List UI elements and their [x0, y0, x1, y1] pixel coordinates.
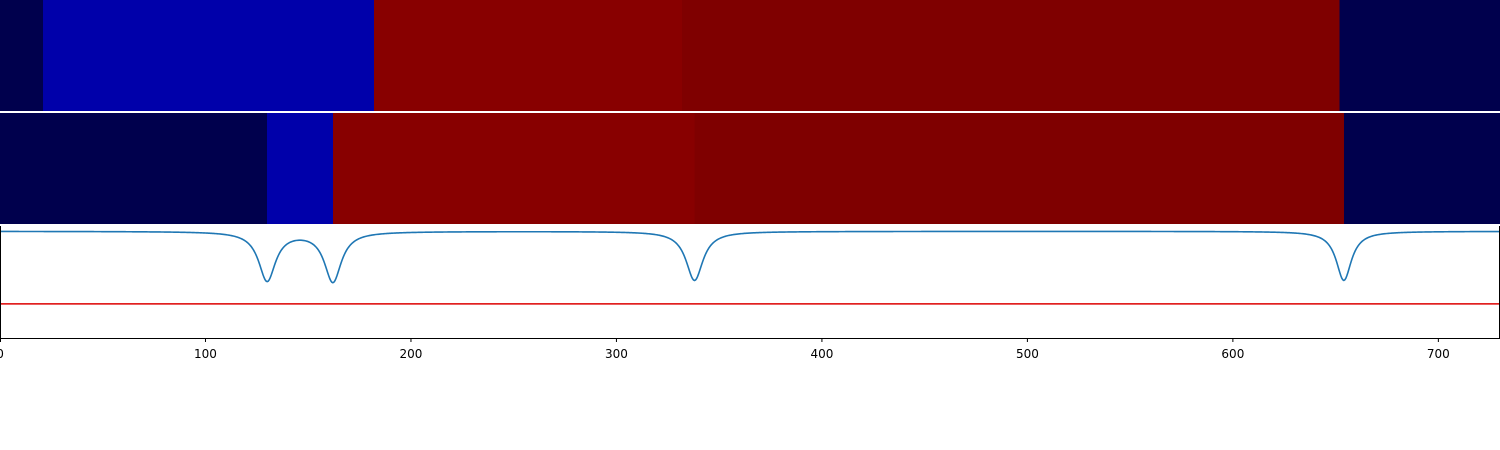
x-tick-label: 400	[810, 347, 833, 361]
heatmap-segment	[333, 113, 695, 224]
x-tick-label: 0	[0, 347, 4, 361]
signal-line	[0, 231, 1500, 282]
x-tick-label: 600	[1221, 347, 1244, 361]
heatmap-segment	[682, 0, 1340, 111]
heatmap-segment	[0, 113, 267, 224]
signal-panel	[0, 226, 1500, 339]
x-axis: 0 100 200 300 400 500 600 700	[0, 338, 1450, 361]
heatmap-segment	[374, 0, 682, 111]
heatmap-row-2	[0, 113, 1500, 224]
heatmap-segment	[0, 0, 43, 111]
x-tick-label: 200	[400, 347, 423, 361]
heatmap-segment	[43, 0, 374, 111]
x-tick-label: 100	[194, 347, 217, 361]
x-tick-label: 700	[1427, 347, 1450, 361]
heatmap-rows	[0, 0, 1500, 224]
heatmap-segment	[267, 113, 333, 224]
x-tick-label: 300	[605, 347, 628, 361]
heatmap-segment	[1340, 0, 1500, 111]
heatmap-segment	[695, 113, 1344, 224]
x-tick-label: 500	[1016, 347, 1039, 361]
heatmap-row-1	[0, 0, 1500, 111]
heatmap-segment	[1344, 113, 1500, 224]
